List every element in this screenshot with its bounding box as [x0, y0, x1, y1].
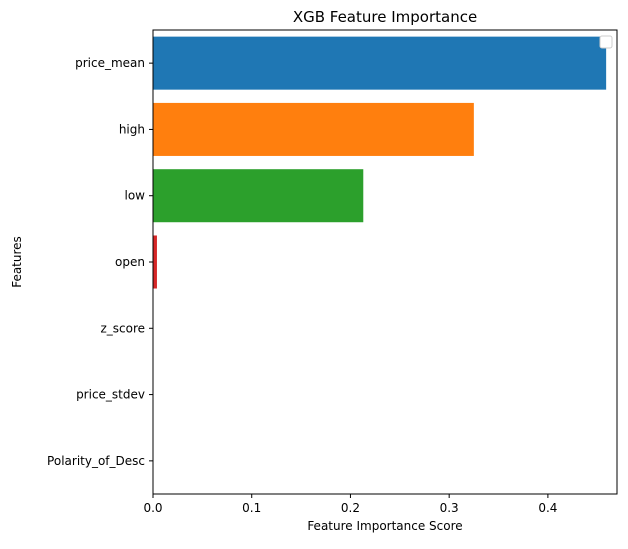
y-tick-label: price_mean	[75, 56, 145, 70]
x-axis-label: Feature Importance Score	[307, 519, 462, 533]
x-tick-label: 0.0	[143, 501, 162, 515]
x-tick-label: 0.4	[538, 501, 557, 515]
bar-price-mean	[153, 36, 607, 90]
x-tick-label: 0.3	[440, 501, 459, 515]
plot-frame	[152, 29, 618, 495]
bar-high	[153, 102, 474, 156]
legend-box	[599, 35, 613, 49]
x-tick-label: 0.2	[341, 501, 360, 515]
bar-open	[153, 235, 157, 289]
chart-title: XGB Feature Importance	[293, 8, 477, 26]
y-tick-label: Polarity_of_Desc	[47, 454, 145, 468]
y-tick-label: high	[119, 122, 145, 136]
y-tick-label: open	[115, 255, 145, 269]
y-tick-label: z_score	[100, 321, 145, 335]
y-axis-label: Features	[10, 236, 24, 288]
bars-group	[153, 36, 607, 289]
x-axis-ticks: 0.0 0.1 0.2 0.3 0.4	[143, 494, 557, 515]
y-tick-label: price_stdev	[76, 388, 145, 402]
bar-low	[153, 169, 364, 223]
y-tick-label: low	[125, 189, 146, 203]
x-tick-label: 0.1	[242, 501, 261, 515]
